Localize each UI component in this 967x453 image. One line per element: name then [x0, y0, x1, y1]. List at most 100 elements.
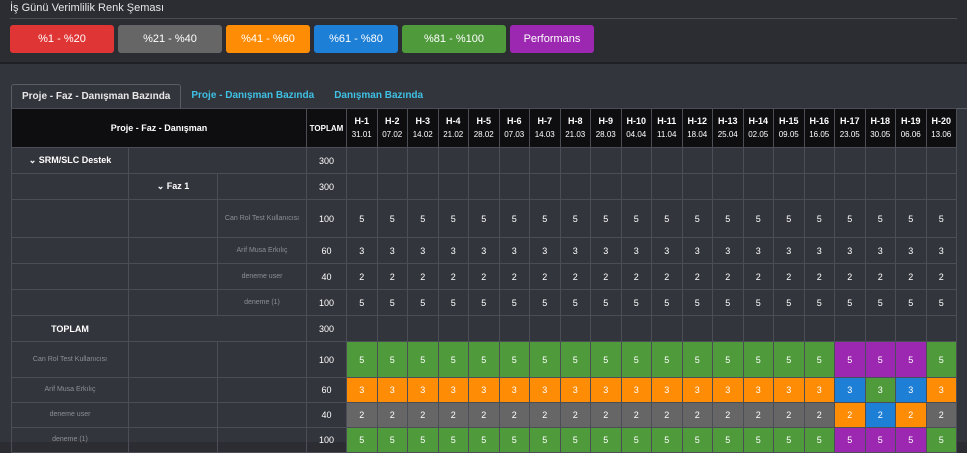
week-value: 5 — [864, 199, 896, 238]
week-cell — [803, 315, 835, 342]
week-date: 21.03 — [565, 130, 586, 139]
week-number: H-20 — [931, 116, 951, 126]
heat-cell: 3 — [834, 377, 866, 403]
week-value: 3 — [346, 237, 378, 264]
week-cell — [742, 315, 774, 342]
week-cell — [468, 173, 500, 200]
week-cell — [834, 315, 866, 342]
heat-cell: 2 — [468, 402, 500, 428]
heat-cell: 5 — [376, 427, 408, 453]
week-value: 2 — [834, 263, 866, 290]
heat-cell: 5 — [529, 427, 561, 453]
week-value: 5 — [620, 199, 652, 238]
heat-cell: 2 — [895, 402, 927, 428]
week-value: 3 — [437, 237, 469, 264]
color-legend: %1 - %20 %21 - %40 %41 - %60 %61 - %80 %81 -… — [10, 25, 594, 73]
week-value: 5 — [651, 199, 683, 238]
heat-cell: 5 — [925, 427, 957, 453]
week-date: 11.04 — [657, 130, 677, 139]
week-value: 5 — [712, 289, 744, 316]
week-value: 5 — [407, 199, 439, 238]
week-cell — [468, 315, 500, 342]
tab-1[interactable]: Proje - Faz - Danışman Bazında — [11, 84, 182, 108]
week-cell — [620, 173, 652, 200]
week-value: 2 — [895, 263, 927, 290]
empty-cell — [128, 427, 218, 453]
heat-cell: 2 — [864, 402, 896, 428]
heat-cell: 5 — [803, 427, 835, 453]
week-cell — [498, 315, 530, 342]
heat-cell: 2 — [925, 402, 957, 428]
heat-cell: 3 — [742, 377, 774, 403]
header-week: H-13 25.04 — [712, 108, 744, 148]
week-value: 3 — [498, 237, 530, 264]
week-value: 3 — [559, 237, 591, 264]
heat-cell: 2 — [559, 402, 591, 428]
phase-label[interactable]: ⌄ Faz 1 — [128, 173, 218, 200]
summary-consultant-row: Can Rol Test Kullanıcısı 100 5 5 5 5 5 5 5 5 5 5 5 5 5… — [11, 341, 957, 378]
project-label[interactable]: ⌄ SRM/SLC Destek — [11, 147, 129, 174]
heat-cell: 3 — [376, 377, 408, 403]
week-date: 31.01 — [351, 130, 372, 139]
legend-title: İş Günü Verimlilik Renk Şeması — [10, 2, 165, 14]
heat-cell: 5 — [742, 341, 774, 378]
heat-cell: 5 — [498, 341, 530, 378]
heat-cell: 5 — [376, 341, 408, 378]
week-value: 5 — [468, 289, 500, 316]
week-cell — [895, 173, 927, 200]
heat-cell: 5 — [407, 427, 439, 453]
week-value: 5 — [620, 289, 652, 316]
week-cell — [407, 147, 439, 174]
week-number: H-8 — [567, 116, 583, 126]
week-value: 2 — [864, 263, 896, 290]
week-number: H-4 — [445, 116, 461, 126]
empty-cell — [128, 315, 307, 342]
empty-cell — [217, 377, 307, 403]
week-value: 5 — [742, 199, 774, 238]
heat-cell: 5 — [590, 427, 622, 453]
header-week: H-3 14.02 — [407, 108, 439, 148]
summary-consultant-row: Arif Musa Erkılıç 60 3 3 3 3 3 3 3 3 3 3 3 3 3 3 3 3 3 3 3 3 — [11, 377, 957, 403]
legend-chip: %41 - %60 — [226, 25, 310, 53]
week-cell — [925, 147, 957, 174]
week-value: 2 — [437, 263, 469, 290]
week-cell — [681, 315, 713, 342]
week-number: H-5 — [476, 116, 491, 126]
week-value: 5 — [712, 199, 744, 238]
heat-cell: 3 — [864, 377, 896, 403]
heat-cell: 5 — [468, 341, 500, 378]
week-date: 06.06 — [900, 130, 921, 139]
week-value: 5 — [590, 289, 622, 316]
heat-cell: 5 — [529, 341, 561, 378]
heat-cell: 2 — [651, 402, 683, 428]
week-value: 5 — [376, 289, 408, 316]
view-tabs: Proje - Faz - Danışman Bazında Proje - Da… — [11, 84, 433, 108]
week-date: 04.04 — [626, 130, 647, 139]
week-value: 5 — [590, 199, 622, 238]
week-number: H-6 — [506, 116, 522, 126]
week-cell — [376, 315, 408, 342]
week-cell — [346, 315, 378, 342]
week-value: 5 — [498, 289, 530, 316]
empty-cell — [217, 402, 307, 428]
heat-cell: 2 — [681, 402, 713, 428]
week-cell — [437, 315, 469, 342]
heat-cell: 2 — [712, 402, 744, 428]
week-cell — [712, 173, 744, 200]
week-date: 13.06 — [931, 130, 952, 139]
legend-divider — [10, 18, 957, 19]
consultant-name: Arif Musa Erkılıç — [11, 377, 129, 403]
week-value: 3 — [925, 237, 957, 264]
heat-cell: 2 — [834, 402, 866, 428]
heat-cell: 3 — [803, 377, 835, 403]
week-value: 5 — [742, 289, 774, 316]
heat-cell: 3 — [468, 377, 500, 403]
header-week: H-14 02.05 — [742, 108, 774, 148]
week-value: 3 — [742, 237, 774, 264]
tab-3[interactable]: Danışman Bazında — [334, 90, 424, 101]
week-cell — [590, 173, 622, 200]
row-total: 40 — [306, 263, 347, 290]
tab-2[interactable]: Proje - Danışman Bazında — [191, 90, 315, 101]
heat-cell: 2 — [773, 402, 805, 428]
week-cell — [712, 147, 744, 174]
